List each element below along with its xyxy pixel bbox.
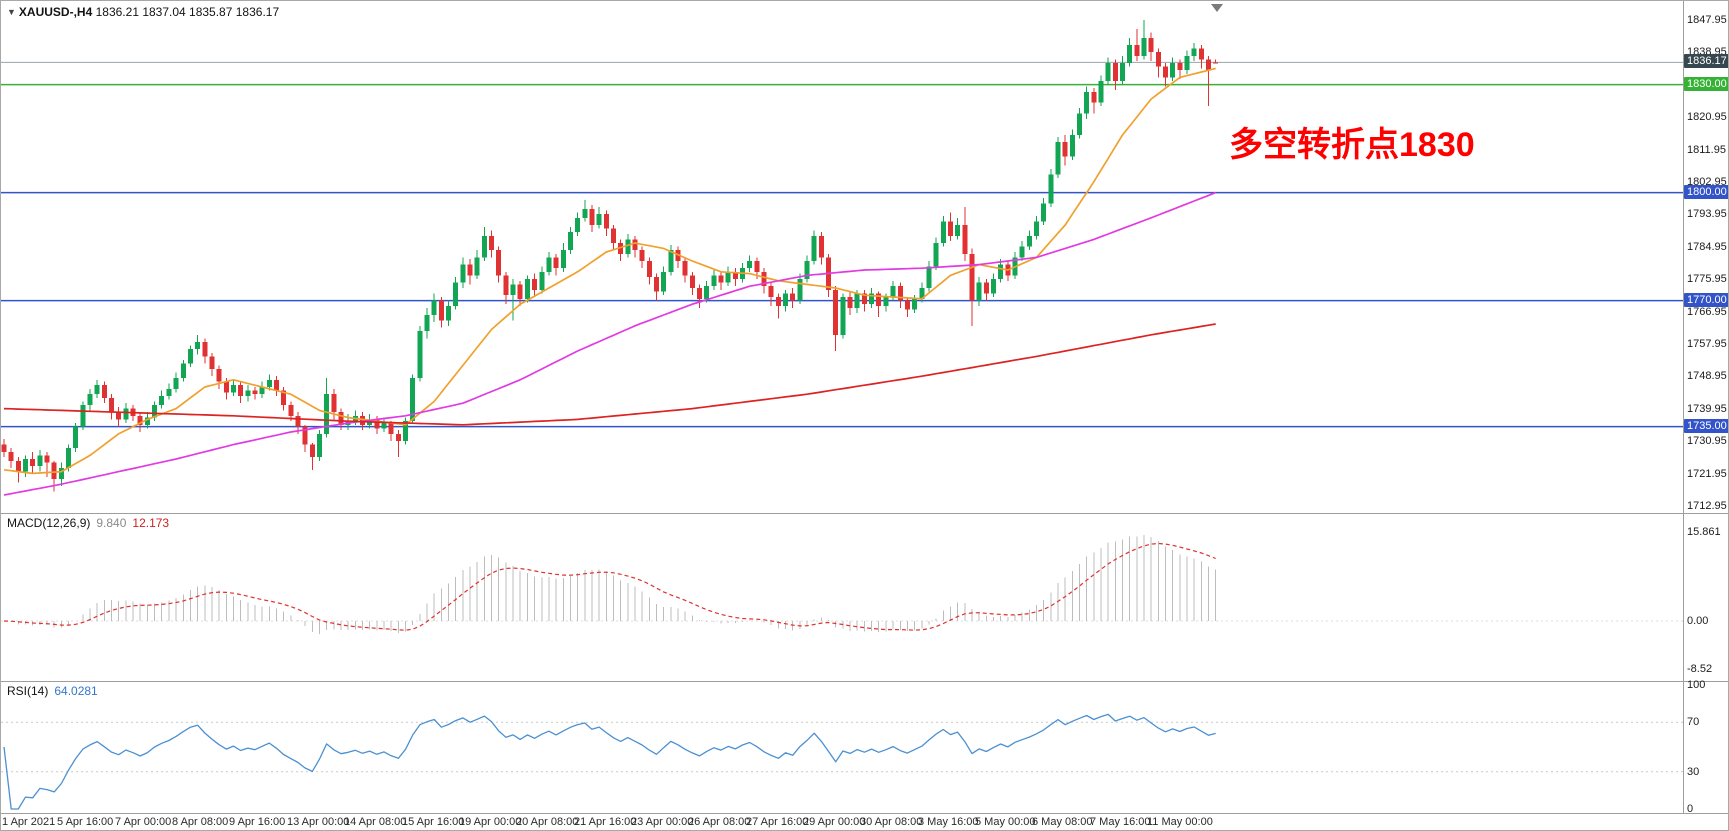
- price-tick-1820.95: 1820.95: [1687, 111, 1727, 123]
- macd-main-value: 9.840: [96, 516, 127, 530]
- ma-line-fast: [3, 67, 1216, 475]
- time-label: 5 May 00:00: [975, 816, 1036, 828]
- time-axis-separator: [1, 813, 1728, 814]
- price-axis[interactable]: 1847.95 1838.95 1820.95 1811.95 1802.95 1793.…: [1683, 1, 1728, 815]
- macd-axis-15.861: 15.861: [1687, 526, 1721, 538]
- macd-signal-line: [3, 542, 1216, 631]
- price-tick-1721.95: 1721.95: [1687, 468, 1727, 480]
- chart-shift-marker-icon: [1211, 4, 1223, 12]
- rsi-axis-0: 0: [1687, 803, 1694, 815]
- time-label: 29 Apr 00:00: [803, 816, 866, 828]
- ma-line-medium: [3, 191, 1217, 496]
- macd-signal-value: 12.173: [132, 516, 170, 530]
- time-label: 6 May 08:00: [1032, 816, 1093, 828]
- panel-separator-macd[interactable]: [1, 513, 1728, 514]
- time-label: 21 Apr 16:00: [574, 816, 637, 828]
- time-label: 7 May 16:00: [1090, 816, 1151, 828]
- rsi-value: 64.0281: [54, 684, 98, 698]
- ohlc-values: 1836.21 1837.04 1835.87 1836.17: [95, 5, 280, 19]
- price-tick-1712.95: 1712.95: [1687, 500, 1727, 512]
- macd-panel-label: MACD(12,26,9) 9.840 12.173: [7, 516, 169, 530]
- price-tick-1784.95: 1784.95: [1687, 241, 1727, 253]
- rsi-axis-70: 70: [1687, 716, 1700, 728]
- macd-axis--8.52: -8.52: [1687, 663, 1713, 675]
- time-axis[interactable]: 1 Apr 2021 5 Apr 16:00 7 Apr 00:00 8 Apr 08…: [1, 813, 1728, 830]
- price-tick-1730.95: 1730.95: [1687, 435, 1727, 447]
- macd-name: MACD(12,26,9): [7, 516, 91, 530]
- time-label: 27 Apr 16:00: [746, 816, 809, 828]
- price-tick-1811.95: 1811.95: [1687, 144, 1726, 156]
- time-label: 11 May 00:00: [1147, 816, 1213, 828]
- price-tick-1739.95: 1739.95: [1687, 403, 1727, 415]
- time-label: 15 Apr 16:00: [402, 816, 465, 828]
- time-label: 20 Apr 08:00: [516, 816, 579, 828]
- time-label: 14 Apr 08:00: [344, 816, 407, 828]
- rsi-panel-label: RSI(14) 64.0281: [7, 684, 98, 698]
- price-tick-1847.95: 1847.95: [1687, 14, 1727, 26]
- price-tick-1748.95: 1748.95: [1687, 370, 1727, 382]
- text-annotation-1830[interactable]: 多空转折点1830: [1229, 126, 1475, 164]
- ma-line-slow: [3, 323, 1216, 426]
- rsi-line: [3, 713, 1216, 810]
- rsi-axis-100: 100: [1687, 679, 1706, 691]
- macd-axis-0.00: 0.00: [1687, 615, 1709, 627]
- time-label: 8 Apr 08:00: [172, 816, 229, 828]
- chart-title: ▼ XAUUSD-,H4 1836.21 1837.04 1835.87 1836…: [7, 5, 279, 19]
- symbol-marker-icon: ▼: [7, 7, 16, 17]
- time-label: 1 Apr 2021: [2, 816, 56, 828]
- time-label: 3 May 16:00: [918, 816, 979, 828]
- rsi-axis-30: 30: [1687, 766, 1700, 778]
- price-badge-1770.00: 1770.00: [1684, 293, 1728, 307]
- price-tick-1757.95: 1757.95: [1687, 338, 1727, 350]
- time-label: 7 Apr 00:00: [115, 816, 172, 828]
- candles-layer: [1, 20, 1219, 492]
- time-label: 13 Apr 00:00: [287, 816, 350, 828]
- price-axis-separator: [1683, 1, 1684, 813]
- macd-histogram: [10, 535, 1217, 634]
- time-label: 9 Apr 16:00: [229, 816, 286, 828]
- price-badge-1800.00: 1800.00: [1684, 185, 1728, 199]
- price-tick-1766.95: 1766.95: [1687, 306, 1727, 318]
- price-tick-1793.95: 1793.95: [1687, 208, 1727, 220]
- rsi-name: RSI(14): [7, 684, 49, 698]
- time-label: 5 Apr 16:00: [57, 816, 114, 828]
- time-label: 19 Apr 00:00: [459, 816, 522, 828]
- price-badge-1830.00: 1830.00: [1684, 77, 1728, 91]
- price-tick-1775.95: 1775.95: [1687, 273, 1727, 285]
- time-label: 30 Apr 08:00: [860, 816, 923, 828]
- time-label: 26 Apr 08:00: [688, 816, 751, 828]
- panel-separator-rsi[interactable]: [1, 681, 1728, 682]
- price-badge-1735.00: 1735.00: [1684, 419, 1728, 433]
- price-badge-1836.17: 1836.17: [1684, 54, 1728, 68]
- time-label: 23 Apr 00:00: [631, 816, 694, 828]
- symbol-period-label: XAUUSD-,H4: [18, 5, 93, 19]
